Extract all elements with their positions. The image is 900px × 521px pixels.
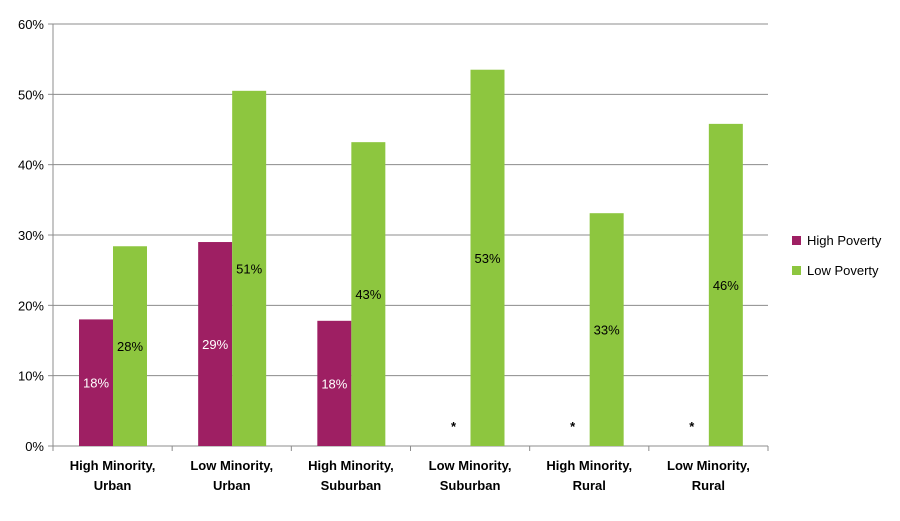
x-category-label: Rural — [692, 478, 725, 493]
data-label: 18% — [83, 376, 109, 391]
missing-data-marker: * — [689, 419, 695, 434]
x-category-label: Urban — [94, 478, 132, 493]
x-category-label: Suburban — [321, 478, 382, 493]
legend-label: Low Poverty — [807, 262, 879, 278]
legend-item-high-poverty: High Poverty — [792, 230, 881, 250]
data-label: 28% — [117, 339, 143, 354]
bar-high-poverty — [198, 242, 233, 446]
legend: High Poverty Low Poverty — [792, 230, 881, 290]
data-label: 53% — [474, 251, 500, 266]
data-label: 18% — [321, 376, 347, 391]
bar-low-poverty — [708, 123, 743, 446]
x-category-label: Rural — [573, 478, 606, 493]
bar-high-poverty — [79, 319, 113, 446]
data-label: 43% — [355, 287, 381, 302]
bar-low-poverty — [589, 213, 624, 446]
bar-low-poverty — [232, 90, 267, 447]
x-category-label: Low Minority, — [429, 458, 512, 473]
y-tick-label: 50% — [18, 87, 44, 102]
data-label: 33% — [594, 323, 620, 338]
legend-swatch-low-poverty — [792, 265, 801, 275]
y-tick-label: 30% — [18, 228, 44, 243]
y-tick-label: 10% — [18, 369, 44, 384]
legend-label: High Poverty — [807, 232, 882, 248]
x-category-label: Low Minority, — [667, 458, 750, 473]
x-category-label: High Minority, — [70, 458, 156, 473]
legend-swatch-high-poverty — [792, 235, 801, 245]
x-category-label: High Minority, — [308, 458, 394, 473]
data-label: 46% — [713, 278, 739, 293]
bar-low-poverty — [351, 142, 386, 446]
y-tick-label: 0% — [25, 439, 44, 454]
missing-data-marker: * — [570, 419, 576, 434]
x-category-label: Suburban — [440, 478, 501, 493]
bar-high-poverty — [317, 320, 352, 446]
bar-low-poverty — [470, 69, 505, 446]
y-tick-label: 60% — [18, 17, 44, 32]
x-category-label: High Minority, — [546, 458, 632, 473]
data-label: 29% — [202, 337, 228, 352]
legend-item-low-poverty: Low Poverty — [792, 260, 881, 280]
missing-data-marker: * — [451, 419, 457, 434]
y-tick-label: 20% — [18, 298, 44, 313]
data-label: 51% — [236, 261, 262, 276]
y-tick-label: 40% — [18, 158, 44, 173]
x-category-label: Urban — [213, 478, 251, 493]
bar-low-poverty — [113, 246, 147, 446]
x-category-label: Low Minority, — [190, 458, 273, 473]
